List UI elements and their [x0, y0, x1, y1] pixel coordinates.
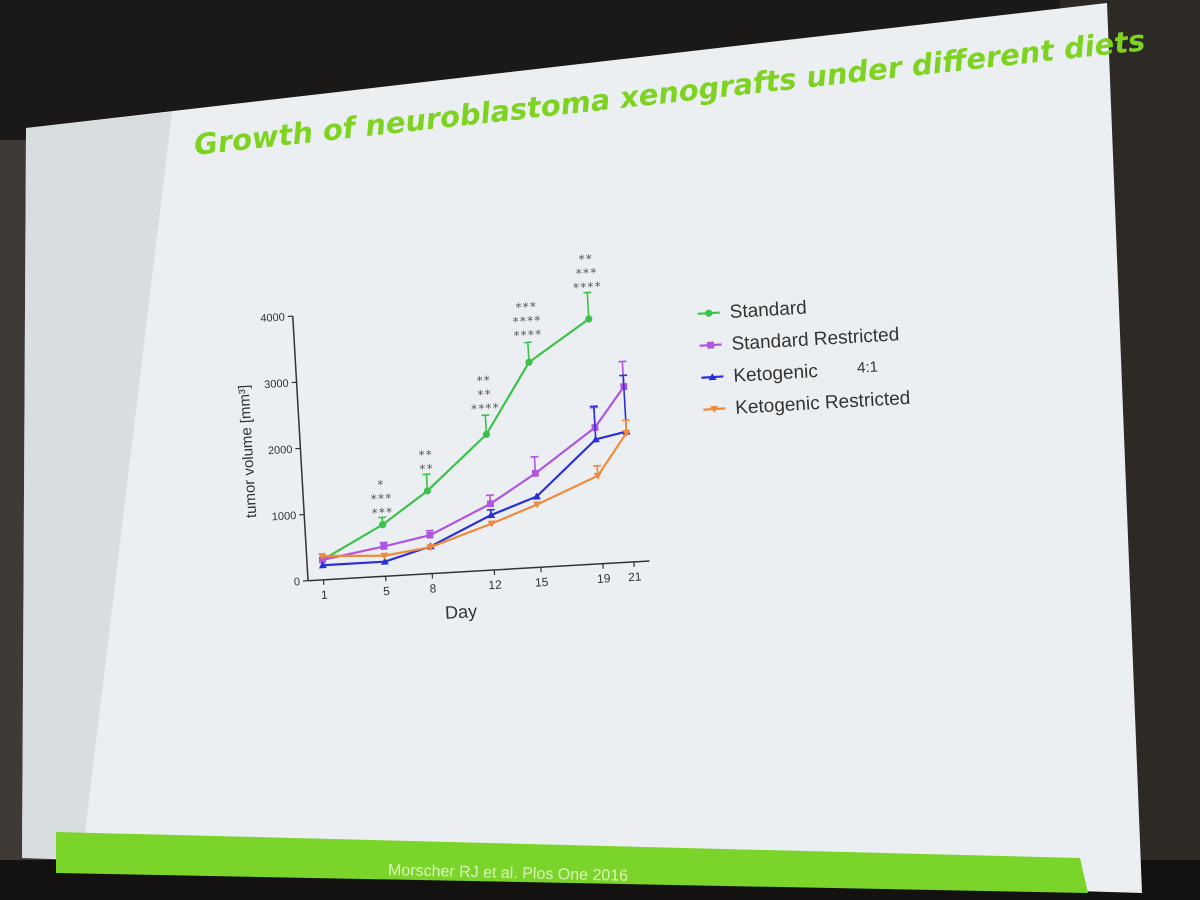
legend-label: Standard Restricted [731, 324, 900, 355]
data-point [482, 430, 491, 438]
projector-screen [22, 3, 1142, 893]
y-axis-label: tumor volume [mm³] [236, 384, 261, 518]
data-point [379, 521, 387, 529]
y-tick-label: 1000 [271, 510, 296, 523]
significance-mark: *** [515, 300, 537, 315]
data-point [591, 435, 600, 443]
legend-swatch-marker [706, 341, 715, 349]
data-point [593, 472, 602, 480]
data-point [531, 469, 539, 477]
data-point [532, 492, 541, 500]
y-tick-label: 0 [294, 576, 301, 588]
y-tick-label: 4000 [260, 312, 285, 325]
legend-item: Standard [697, 298, 807, 323]
data-point [487, 511, 496, 519]
legend-swatch-marker [710, 405, 719, 414]
series-standard-restricted [318, 360, 628, 564]
significance-mark: ** [476, 373, 491, 388]
series-line [322, 430, 627, 567]
significance-mark: *** [370, 491, 392, 506]
x-tick-label: 1 [321, 588, 329, 602]
x-tick-label: 5 [383, 584, 391, 598]
series-line [321, 318, 590, 561]
x-axis [307, 560, 650, 582]
x-tick-label: 8 [429, 581, 437, 595]
data-point [622, 429, 631, 437]
legend-item: Standard Restricted [699, 324, 900, 355]
data-point [426, 531, 434, 539]
significance-mark: ** [578, 252, 593, 267]
data-point [486, 500, 495, 508]
significance-mark: ** [477, 387, 492, 402]
significance-mark: * [376, 478, 384, 492]
significance-mark: **** [513, 327, 543, 343]
data-point [585, 315, 593, 323]
significance-mark: **** [512, 313, 542, 329]
legend-label: Standard [729, 298, 807, 323]
x-tick-label: 12 [488, 578, 502, 593]
legend-note: 4:1 [857, 359, 879, 377]
legend-swatch-marker [705, 309, 713, 317]
legend-label: Ketogenic [733, 361, 819, 387]
legend-swatch-marker [708, 373, 717, 381]
data-point [533, 501, 542, 509]
legend-item: Ketogenic 4:1 [701, 359, 879, 387]
x-axis-label: Day [445, 601, 478, 623]
significance-layer: *************************************** [370, 252, 602, 520]
error-bar [586, 292, 590, 320]
significance-mark: ** [418, 448, 433, 463]
series-layer [318, 291, 631, 569]
x-tick-label: 15 [535, 575, 549, 590]
significance-mark: **** [572, 279, 602, 295]
significance-mark: **** [470, 401, 500, 417]
y-ticks: 0 1000 2000 3000 4000 [260, 312, 309, 588]
significance-mark: ** [419, 462, 434, 477]
data-point [380, 552, 389, 560]
data-point [426, 543, 435, 552]
legend-label: Ketogenic Restricted [735, 388, 911, 419]
data-point [487, 520, 496, 528]
significance-mark: *** [371, 505, 393, 520]
y-tick-label: 2000 [268, 444, 293, 457]
series-ketogenic-restricted [318, 419, 631, 560]
x-tick-label: 21 [628, 569, 642, 584]
series-line [322, 432, 628, 558]
x-tick-label: 19 [597, 571, 611, 586]
data-point [423, 487, 432, 495]
y-tick-label: 3000 [264, 378, 289, 391]
error-bar [593, 406, 597, 440]
x-ticks: 1 5 8 12 15 19 21 [321, 561, 642, 602]
legend-item: Ketogenic Restricted [703, 388, 911, 419]
data-point [380, 557, 389, 565]
series-standard [318, 291, 593, 564]
data-point [318, 561, 327, 569]
data-point [525, 358, 533, 366]
data-point [318, 552, 326, 560]
data-point [380, 542, 388, 551]
significance-mark: *** [575, 266, 597, 281]
